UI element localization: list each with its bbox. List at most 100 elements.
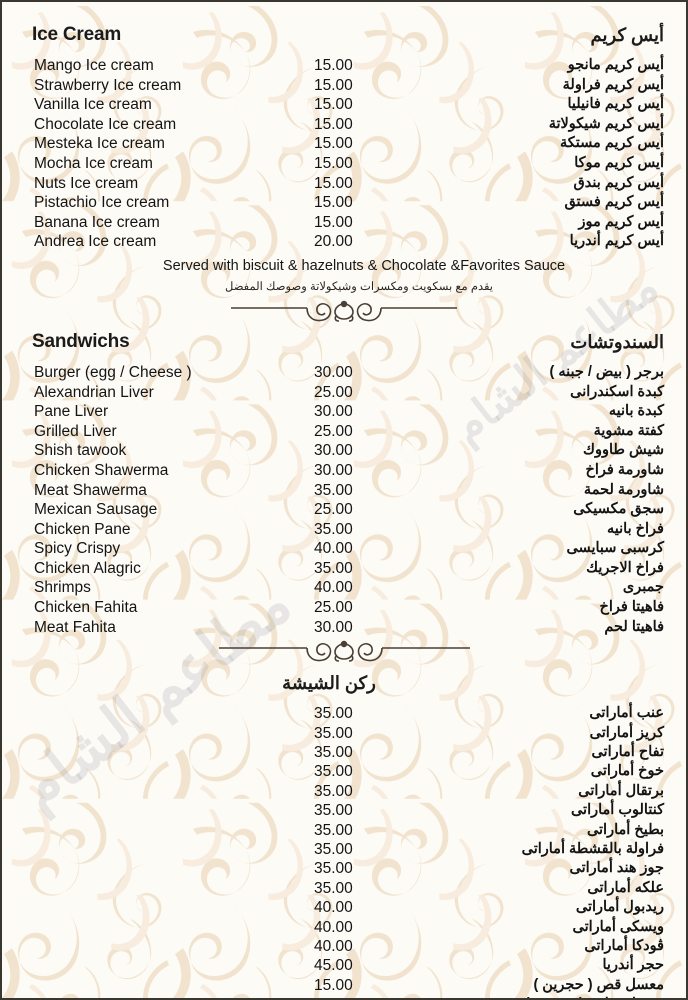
menu-item-row: Mesteka Ice cream 15.00 أيس كريم مستكة [2,134,686,154]
section-sandwichs: Sandwichs السندوتشات Burger (egg / Chees… [2,325,686,665]
menu-item-row: 35.00 جوز هند أماراتى [2,859,686,878]
section-title-ar: السندوتشات [570,331,664,352]
menu-item-price: 15.00 [314,57,353,74]
menu-item-name-en: Alexandrian Liver [34,383,154,401]
menu-item-row: Nuts Ice cream 15.00 أيس كريم بندق [2,174,686,194]
menu-item-name-en: Mocha Ice cream [34,154,153,172]
menu-item-row: 35.00 تفاح أماراتى [2,743,686,762]
menu-item-name-en: Meat Shawerma [34,481,147,499]
menu-item-row: 40.00 ويسكى أماراتى [2,918,686,937]
menu-item-row: Grilled Liver 25.00 كفتة مشوية [2,422,686,442]
menu-item-row: Chocolate Ice cream 15.00 أيس كريم شيكولات… [2,115,686,135]
menu-item-price: 15.00 [314,174,353,192]
menu-item-name-ar: فراولة بالقشطة أماراتى [521,840,664,857]
menu-item-price: 35.00 [314,705,353,723]
menu-item-name-en: Vanilla Ice cream [34,96,152,114]
menu-item-name-ar: شاورمة فراخ [585,461,664,478]
menu-item-price: 30.00 [314,363,353,381]
menu-item-price: 35.00 [314,763,353,781]
menu-item-name-ar: خوخ أماراتى [590,763,664,780]
section-title-ar: أيس كريم [590,25,664,45]
menu-item-list-ice-cream: Mango Ice cream 15.00 أيس كريم مانجو Strawb… [2,56,686,252]
menu-item-price: 35.00 [314,520,353,538]
menu-item-name-ar: جمبرى [622,579,664,596]
menu-item-price: 15.00 [314,976,353,994]
ice-cream-note-ar: يقدم مع بسكويت ومكسرات وشيكولاتة وصوصك ا… [225,280,493,293]
menu-item-name-en: Pane Liver [34,403,109,421]
menu-item-name-en: Mango Ice cream [34,57,154,74]
menu-item-name-ar: أيس كريم موز [578,213,664,230]
menu-item-row: Strawberry Ice cream 15.00 أيس كريم فراولة [2,76,686,96]
menu-item-row: 45.00 حجر أندريا [2,956,686,975]
menu-item-name-en: Mesteka Ice cream [34,135,165,153]
menu-item-name-en: Chicken Fahita [34,599,138,617]
menu-item-name-ar: شيش طاووك [583,442,664,459]
menu-item-price: 20.00 [314,233,353,251]
menu-item-name-en: Banana Ice cream [34,213,160,231]
menu-item-name-ar: سجق مكسيكى [573,501,664,518]
menu-item-name-en: Shrimps [34,579,91,597]
menu-item-price: 35.00 [314,802,353,820]
menu-item-name-en: Grilled Liver [34,422,117,440]
menu-item-price: 30.00 [314,461,353,479]
menu-item-row: Andrea Ice cream 20.00 أيس كريم أندريا [2,232,686,252]
menu-item-name-en: Pistachio Ice cream [34,194,170,212]
menu-item-row: Shrimps 40.00 جمبرى [2,578,686,598]
menu-item-name-ar: علكه أماراتى [587,879,664,896]
menu-item-name-en: Chicken Pane [34,520,131,538]
menu-item-row: 40.00 ڤودكا أماراتى [2,937,686,956]
menu-item-name-ar: كفتة مشوية [593,422,664,439]
menu-item-row: Meat Fahita 30.00 فاهيتا لحم [2,618,686,638]
menu-item-row: Mocha Ice cream 15.00 أيس كريم موكا [2,154,686,174]
menu-item-price: 30.00 [314,442,353,460]
menu-item-name-ar: معسل سلوم ( حجرين ) [525,995,664,998]
menu-item-name-en: Andrea Ice cream [34,233,157,251]
menu-item-price: 15.00 [314,135,353,153]
menu-item-name-ar: فراخ الاجريك [586,559,664,576]
section-title-en: Ice Cream [32,24,122,45]
menu-item-row: Chicken Shawerma 30.00 شاورمة فراخ [2,461,686,481]
menu-item-price: 30.00 [314,403,353,421]
menu-item-row: 35.00 خوخ أماراتى [2,762,686,781]
menu-item-row: 15.00 معسل سلوم ( حجرين ) [2,995,686,998]
menu-item-price: 25.00 [314,599,353,617]
menu-item-name-en: Chicken Shawerma [34,461,169,479]
menu-item-name-ar: ڤودكا أماراتى [584,937,664,954]
menu-item-row: 35.00 برتقال أماراتى [2,782,686,801]
menu-item-name-ar: كنتالوب أماراتى [570,802,664,819]
menu-item-name-ar: أيس كريم مستكة [559,135,664,152]
menu-item-price: 35.00 [314,879,353,897]
menu-item-name-ar: أيس كريم شيكولاتة [548,115,664,132]
menu-item-price: 25.00 [314,422,353,440]
menu-item-name-ar: شاورمة لحمة [583,481,664,498]
menu-item-name-ar: أيس كريم فانيليا [567,96,664,113]
menu-item-name-ar: كرسبى سبايسى [566,540,664,557]
menu-item-name-ar: كبدة بانيه [608,403,664,420]
menu-item-row: 35.00 كنتالوب أماراتى [2,801,686,820]
menu-item-name-ar: فراخ بانيه [607,520,664,537]
menu-item-price: 35.00 [314,860,353,878]
section-ice-cream: Ice Cream أيس كريم Mango Ice cream 15.00 أ… [2,2,686,325]
menu-item-price: 35.00 [314,840,353,858]
menu-item-row: 40.00 ريدبول أماراتى [2,898,686,917]
menu-item-row: Chicken Fahita 25.00 فاهيتا فراخ [2,598,686,618]
menu-item-row: Alexandrian Liver 25.00 كبدة اسكندرانى [2,383,686,403]
menu-item-row: Pane Liver 30.00 كبدة بانيه [2,402,686,422]
menu-item-row: 35.00 عنب أماراتى [2,704,686,723]
menu-item-price: 40.00 [314,899,353,917]
menu-item-price: 40.00 [314,579,353,597]
menu-item-price: 40.00 [314,918,353,936]
menu-item-price: 15.00 [314,995,353,998]
menu-item-row: Mexican Sausage 25.00 سجق مكسيكى [2,500,686,520]
menu-item-name-en: Meat Fahita [34,618,116,636]
menu-item-name-ar: فاهيتا فراخ [599,599,664,616]
menu-item-row: Vanilla Ice cream 15.00 أيس كريم فانيليا [2,95,686,115]
menu-item-name-ar: تفاح أماراتى [591,744,664,761]
menu-item-name-ar: أيس كريم فراولة [562,76,664,93]
menu-item-row: 35.00 كريز أماراتى [2,724,686,743]
menu-item-price: 15.00 [314,115,353,133]
menu-item-price: 15.00 [314,213,353,231]
section-heading-ice-cream: Ice Cream أيس كريم [2,24,686,54]
menu-item-price: 35.00 [314,724,353,742]
